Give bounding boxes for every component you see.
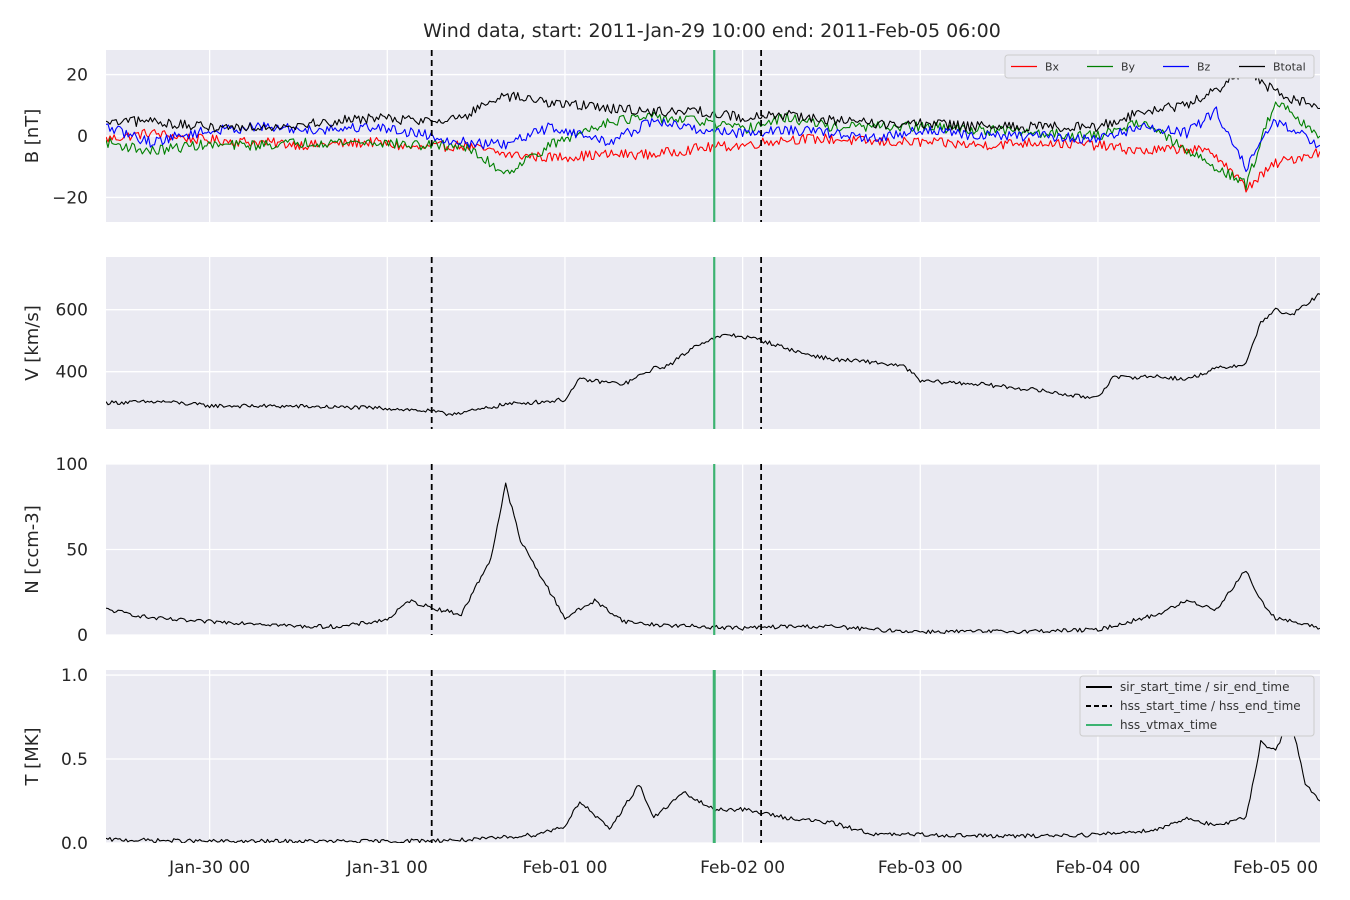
y-tick-label: 0: [77, 626, 88, 646]
panel-2: 400 600 V [km/s]: [22, 257, 1320, 429]
x-tick-label: Jan-31 00: [346, 858, 428, 878]
y-tick-label: 600: [56, 301, 88, 321]
legend-b: Bx By Bz Btotal: [1004, 54, 1315, 79]
legend-label-btotal: Btotal: [1273, 61, 1306, 74]
y-tick-label: 100: [56, 455, 88, 475]
legend-box: [1004, 54, 1315, 79]
y-axis-label: N [ccm-3]: [22, 505, 43, 594]
y-tick-label: 0.0: [61, 834, 88, 854]
series-group: [106, 717, 1320, 843]
x-tick-label: Feb-03 00: [878, 858, 963, 878]
y-axis-label: T [MK]: [22, 727, 43, 786]
y-tick-label: 0.5: [61, 750, 88, 770]
legend-label: hss_vtmax_time: [1120, 718, 1217, 732]
x-tick-labels: Jan-30 00 Jan-31 00 Feb-01 00 Feb-02 00 Feb-…: [168, 858, 1318, 878]
series-line-t: [106, 717, 1320, 843]
y-tick-label: 20: [66, 66, 88, 86]
y-tick-label: 400: [56, 363, 88, 383]
legend-label: hss_start_time / hss_end_time: [1120, 699, 1301, 713]
y-tick-label: 1.0: [61, 666, 88, 686]
x-tick-label: Jan-30 00: [168, 858, 250, 878]
legend-t: sir_start_time / sir_end_time hss_start_t…: [1079, 675, 1315, 737]
chart-title: Wind data, start: 2011-Jan-29 10:00 end:…: [423, 20, 1001, 42]
y-tick-label: −20: [52, 188, 88, 208]
x-tick-label: Feb-02 00: [700, 858, 785, 878]
legend-box: [1079, 675, 1315, 737]
x-tick-label: Feb-01 00: [522, 858, 607, 878]
panels: −20 0 20 B [nT] 400 600 V [km/s] 0 50 100 N [ccm-3…: [22, 50, 1320, 854]
panel-3: 0 50 100 N [ccm-3]: [22, 455, 1320, 646]
plot-area: [106, 257, 1320, 429]
y-axis-label: B [nT]: [22, 109, 43, 164]
x-tick-label: Feb-04 00: [1055, 858, 1140, 878]
legend-label-bz: Bz: [1197, 61, 1211, 74]
y-axis-label: V [km/s]: [22, 305, 43, 380]
legend-label-by: By: [1121, 61, 1136, 74]
x-tick-label: Feb-05 00: [1233, 858, 1318, 878]
panel-1: −20 0 20 B [nT]: [22, 50, 1320, 222]
y-tick-label: 0: [77, 127, 88, 147]
y-tick-label: 50: [66, 541, 88, 561]
legend-label: sir_start_time / sir_end_time: [1120, 680, 1290, 694]
legend-label-bx: Bx: [1045, 61, 1060, 74]
